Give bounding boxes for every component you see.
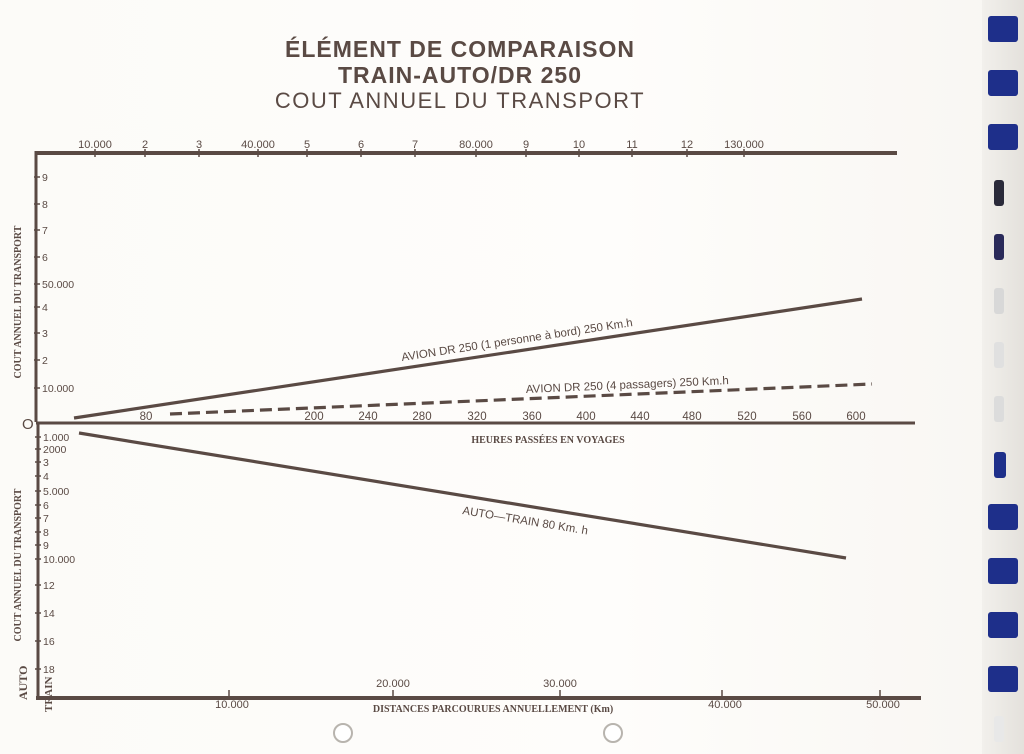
binding-ring [994, 342, 1004, 368]
distance-tick-label: 20.000 [376, 678, 410, 690]
top-axis-tick-label: 9 [523, 139, 529, 151]
top-axis-tick-label: 3 [196, 139, 202, 151]
binding-ring [994, 716, 1004, 742]
distance-axis-label: DISTANCES PARCOURUES ANNUELLEMENT (Km) [373, 704, 613, 715]
corner-label-auto: AUTO [16, 666, 30, 700]
lower-y-tick-label: 4 [43, 471, 49, 483]
binding-ring [988, 504, 1018, 530]
upper-y-tick-label: 6 [42, 252, 48, 264]
chart-caption: COUT ANNUEL DU TRANSPORT [274, 88, 646, 113]
hours-axis-label: HEURES PASSÉES EN VOYAGES [471, 434, 625, 446]
lower-y-tick-label: 8 [43, 527, 49, 539]
binding-ring [994, 396, 1004, 422]
hours-tick-label: 480 [682, 411, 701, 423]
distance-tick-label: 10.000 [215, 699, 249, 711]
hours-tick-label: 600 [846, 411, 865, 423]
lower-y-tick-label: 6 [43, 500, 49, 512]
binding-ring [988, 612, 1018, 638]
upper-y-tick-label: 50.000 [42, 279, 74, 291]
lower-y-tick-label: 1.000 [43, 432, 69, 444]
top-axis-tick-label: 10.000 [78, 139, 112, 151]
hours-tick-label: 240 [358, 411, 377, 423]
upper-y-tick-label: 4 [42, 302, 48, 314]
upper-y-tick-label: 3 [42, 328, 48, 340]
top-axis-tick-label: 12 [681, 139, 693, 151]
lower-y-tick-label: 7 [43, 513, 49, 525]
origin-label: O [22, 416, 34, 433]
hours-tick-label: 520 [737, 411, 756, 423]
hours-tick-label: 320 [467, 411, 486, 423]
top-axis-tick-label: 40.000 [241, 139, 275, 151]
distance-tick-label: 40.000 [708, 699, 742, 711]
distance-tick-label: 30.000 [543, 678, 577, 690]
lower-y-tick-label: 12 [43, 580, 55, 592]
binding-ring [994, 180, 1004, 206]
series-label-auto-train: AUTO—TRAIN 80 Km. h [462, 505, 589, 537]
top-axis-tick-label: 7 [412, 139, 418, 151]
top-axis-tick-label: 10 [573, 139, 585, 151]
upper-y-tick-label: 2 [42, 355, 48, 367]
lower-y-tick-label: 16 [43, 636, 55, 648]
binding-ring [994, 234, 1004, 260]
hours-tick-label: 80 [140, 411, 153, 423]
top-axis-tick-label: 2 [142, 139, 148, 151]
lower-y-tick-label: 9 [43, 540, 49, 552]
series-line-avion-1 [73, 297, 863, 420]
top-axis-tick-label: 5 [304, 139, 310, 151]
series-line-auto-train [78, 431, 847, 560]
binding-ring [988, 124, 1018, 150]
top-axis-tick-label: 11 [626, 139, 637, 151]
upper-y-tick-label: 10.000 [42, 383, 74, 395]
hours-tick-label: 360 [522, 411, 541, 423]
spiral-binding [982, 0, 1024, 754]
hours-tick-label: 200 [304, 411, 323, 423]
series-label-avion-1: AVION DR 250 (1 personne à bord) 250 Km.… [401, 317, 634, 364]
chart-title: ÉLÉMENT DE COMPARAISON [285, 36, 635, 62]
lower-y-tick-label: 10.000 [43, 554, 75, 566]
lower-y-tick-label: 14 [43, 608, 55, 620]
binding-ring [988, 558, 1018, 584]
lower-y-tick-label: 5.000 [43, 486, 69, 498]
binding-ring [994, 288, 1004, 314]
top-axis-tick-label: 6 [358, 139, 364, 151]
lower-y-tick-label: 18 [43, 664, 55, 676]
corner-label-train: TRAIN [43, 676, 55, 712]
upper-y-tick-label: 7 [42, 225, 48, 237]
lower-y-tick-label: 2000 [43, 444, 67, 456]
hours-tick-label: 400 [576, 411, 595, 423]
distance-tick-label: 50.000 [866, 699, 900, 711]
binding-ring [994, 452, 1006, 478]
binding-ring [988, 70, 1018, 96]
upper-y-axis-label: COUT ANNUEL DU TRANSPORT [13, 225, 24, 378]
series-line-avion-4 [169, 382, 873, 416]
binding-ring [988, 16, 1018, 42]
upper-y-tick-label: 9 [42, 172, 48, 184]
hours-tick-label: 560 [792, 411, 811, 423]
comparison-chart: AVION DR 250 (1 personne à bord) 250 Km.… [13, 139, 921, 715]
top-axis-tick-label: 80.000 [459, 139, 493, 151]
hours-tick-label: 440 [630, 411, 649, 423]
tick-layer: 10.000 2 3 40.000 5 6 7 80.000 9 10 11 12 130.000987… [34, 139, 900, 711]
lower-y-tick-label: 3 [43, 457, 49, 469]
binding-ring [988, 666, 1018, 692]
hours-tick-label: 280 [412, 411, 431, 423]
chart-subtitle: TRAIN-AUTO/DR 250 [337, 62, 583, 88]
upper-y-tick-label: 8 [42, 199, 48, 211]
lower-y-axis-label: COUT ANNUEL DU TRANSPORT [13, 488, 24, 641]
chart-title-block: ÉLÉMENT DE COMPARAISON TRAIN-AUTO/DR 250… [200, 36, 720, 114]
top-axis-tick-label: 130.000 [724, 139, 764, 151]
